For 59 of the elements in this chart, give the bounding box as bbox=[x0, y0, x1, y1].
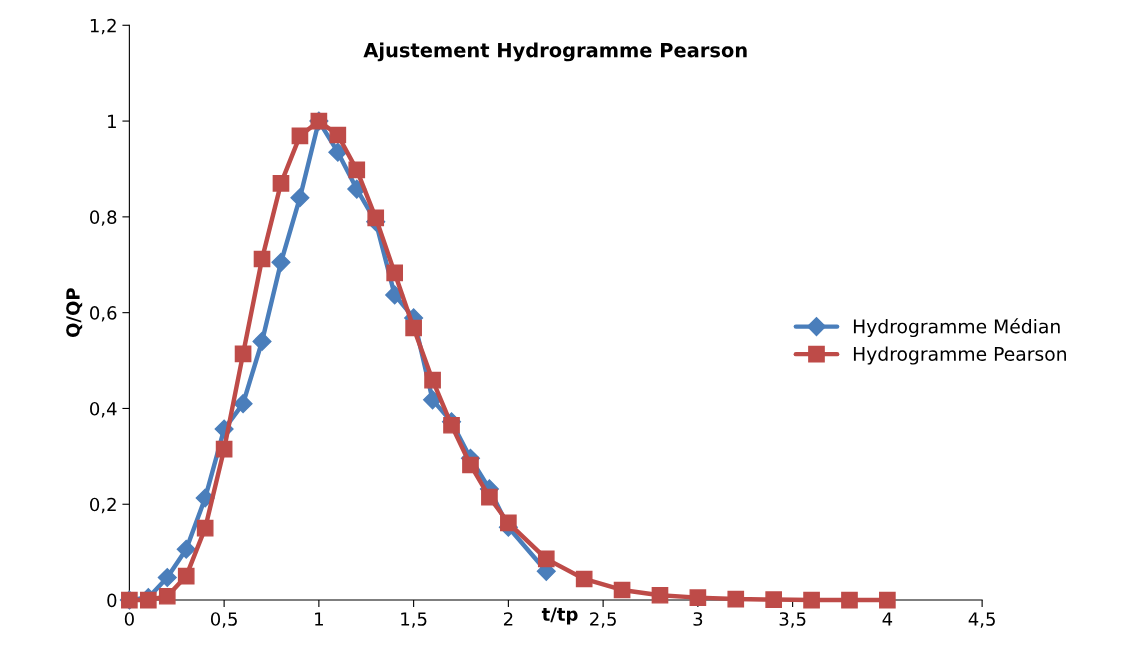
point bbox=[271, 252, 291, 272]
y-tick-label: 0,6 bbox=[90, 306, 117, 322]
point bbox=[879, 591, 896, 609]
legend-label: Hydrogramme Pearson bbox=[853, 346, 1066, 365]
point bbox=[443, 416, 460, 434]
point bbox=[290, 188, 310, 208]
x-tick-label: 0,5 bbox=[210, 612, 237, 628]
y-tick-label: 0 bbox=[107, 593, 117, 608]
point bbox=[233, 394, 253, 414]
point bbox=[252, 331, 272, 351]
text: Ajustement Hydrogramme Pearson bbox=[363, 42, 747, 62]
y-tick-label: 1,2 bbox=[90, 18, 116, 35]
point bbox=[689, 589, 707, 606]
point bbox=[386, 264, 404, 282]
point bbox=[727, 590, 745, 608]
point bbox=[367, 209, 385, 227]
point bbox=[348, 161, 366, 179]
y-tick-label: 0,2 bbox=[90, 497, 116, 514]
point bbox=[158, 587, 176, 605]
x-tick-label: 3 bbox=[693, 612, 703, 626]
point bbox=[613, 581, 631, 599]
x-tick-label: 1,5 bbox=[401, 612, 427, 628]
y-tick-label: 0,4 bbox=[90, 401, 117, 418]
point bbox=[651, 586, 669, 604]
x-axis-title: t/tp bbox=[541, 607, 578, 625]
y-axis-title: Q/QP bbox=[66, 288, 83, 338]
point bbox=[841, 591, 858, 609]
point bbox=[253, 250, 271, 268]
x-tick-label: 1 bbox=[315, 612, 323, 626]
point bbox=[196, 519, 214, 537]
point bbox=[405, 319, 422, 337]
point bbox=[462, 456, 479, 474]
point bbox=[423, 390, 443, 410]
y-tick-label: 1 bbox=[108, 114, 116, 128]
x-tick-label: 4,5 bbox=[968, 612, 995, 628]
point bbox=[328, 142, 348, 162]
x-tick-label: 3,5 bbox=[779, 612, 806, 628]
point bbox=[291, 127, 309, 145]
x-tick-label: 0 bbox=[124, 612, 134, 626]
point bbox=[272, 175, 290, 192]
x-tick-label: 2,5 bbox=[590, 612, 616, 628]
point bbox=[157, 568, 177, 588]
x-tick-label: 2 bbox=[503, 612, 513, 626]
point bbox=[803, 591, 820, 609]
point bbox=[575, 570, 593, 588]
y-tick-label: 0,8 bbox=[90, 210, 117, 226]
point bbox=[329, 126, 347, 144]
point bbox=[176, 539, 196, 559]
legend-label: Hydrogramme Médian bbox=[853, 318, 1060, 338]
point bbox=[424, 371, 441, 389]
point bbox=[500, 514, 517, 532]
point bbox=[234, 345, 252, 363]
point bbox=[177, 567, 195, 585]
point bbox=[481, 488, 498, 506]
point bbox=[139, 591, 157, 609]
point bbox=[215, 440, 233, 458]
x-tick-label: 4 bbox=[882, 612, 893, 626]
point bbox=[765, 591, 783, 608]
point bbox=[537, 550, 555, 568]
